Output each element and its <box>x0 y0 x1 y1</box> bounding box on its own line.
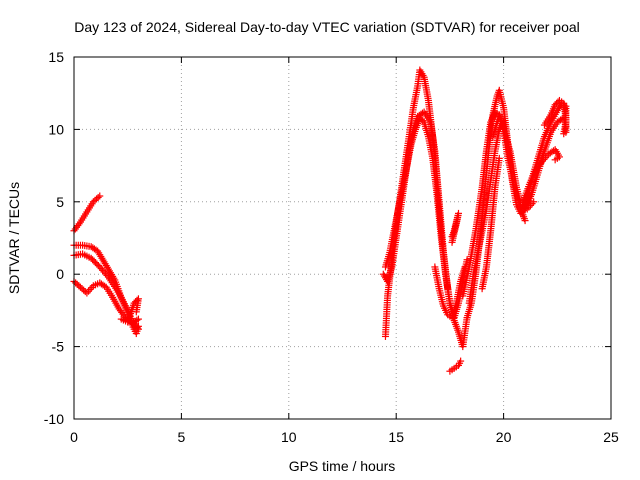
x-tick-label: 20 <box>496 429 512 445</box>
axis-ticks <box>73 56 612 420</box>
y-tick-label: 15 <box>48 49 64 65</box>
data-point <box>132 308 140 316</box>
grid-lines <box>74 57 611 419</box>
data-point <box>448 233 456 241</box>
x-axis-label: GPS time / hours <box>289 458 396 474</box>
data-point <box>521 217 529 225</box>
data-point <box>94 193 102 201</box>
data-point <box>96 192 104 200</box>
data-point <box>562 128 570 136</box>
data-point <box>444 285 452 293</box>
x-tick-label: 0 <box>70 429 78 445</box>
data-point <box>134 315 142 323</box>
data-point <box>457 357 465 365</box>
y-axis-label: SDTVAR / TECUs <box>6 182 22 294</box>
y-tick-label: 0 <box>56 266 64 282</box>
x-tick-label: 15 <box>388 429 404 445</box>
x-tick-label: 10 <box>281 429 297 445</box>
data-point <box>495 154 503 162</box>
data-point <box>133 316 141 324</box>
data-point <box>419 117 427 125</box>
x-tick-label: 25 <box>603 429 619 445</box>
data-point <box>103 271 111 279</box>
y-tick-labels: -10 -5 0 5 10 15 <box>44 49 64 427</box>
plot-frame <box>73 56 612 420</box>
y-tick-label: 5 <box>56 194 64 210</box>
data-point <box>551 156 559 164</box>
x-tick-labels: 0 5 10 15 20 25 <box>70 429 619 445</box>
y-tick-label: 10 <box>48 121 64 137</box>
data-points <box>70 66 570 375</box>
x-tick-label: 5 <box>178 429 186 445</box>
y-tick-label: -5 <box>52 339 65 355</box>
data-point <box>134 325 142 333</box>
y-tick-label: -10 <box>44 411 64 427</box>
data-point <box>84 287 92 295</box>
chart-title: Day 123 of 2024, Sidereal Day-to-day VTE… <box>74 19 580 35</box>
